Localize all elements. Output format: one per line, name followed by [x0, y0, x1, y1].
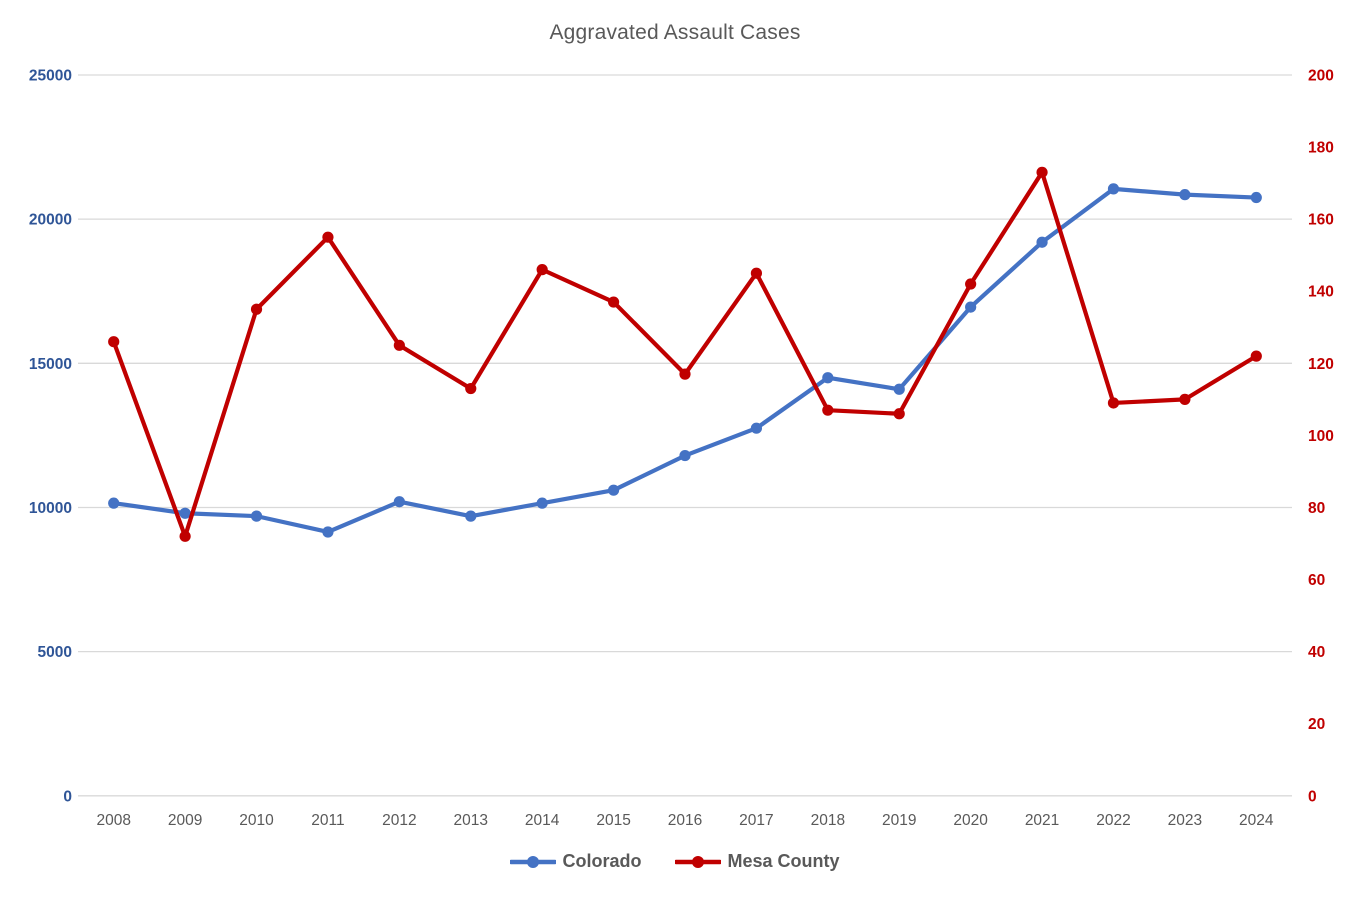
colorado-marker — [108, 497, 120, 509]
mesa-county-marker — [679, 368, 691, 380]
x-axis-tick-label: 2017 — [739, 812, 773, 829]
left-axis-tick-label: 15000 — [29, 356, 72, 373]
mesa-county-marker — [393, 339, 405, 351]
right-axis-tick-label: 80 — [1308, 500, 1325, 517]
legend-label-colorado: Colorado — [562, 851, 642, 871]
colorado-marker — [179, 507, 191, 519]
x-axis-tick-label: 2021 — [1025, 812, 1059, 829]
mesa-county-marker — [750, 267, 763, 279]
right-axis-tick-label: 0 — [1308, 788, 1317, 805]
chart-title: Aggravated Assault Cases — [549, 21, 801, 44]
mesa-county-marker — [250, 303, 263, 315]
mesa-county-marker — [965, 278, 977, 290]
x-axis-tick-label: 2011 — [311, 812, 344, 829]
colorado-marker — [750, 422, 763, 434]
colorado-marker — [465, 510, 477, 522]
legend: Colorado Mesa County — [0, 851, 1350, 872]
x-axis-tick-label: 2016 — [668, 812, 702, 829]
colorado-marker — [1179, 189, 1191, 201]
colorado-marker — [322, 526, 334, 538]
x-axis-tick-label: 2010 — [239, 812, 274, 829]
mesa-county-marker — [465, 382, 477, 395]
right-axis-tick-label: 60 — [1308, 572, 1325, 589]
colorado-marker — [822, 372, 834, 384]
x-axis-tick-label: 2022 — [1096, 812, 1130, 829]
x-axis-tick-label: 2014 — [525, 812, 560, 829]
mesa-county-marker — [1107, 397, 1120, 409]
x-axis-tick-label: 2008 — [96, 812, 130, 829]
x-axis-tick-label: 2009 — [168, 812, 202, 829]
mesa-county-marker — [1250, 350, 1262, 362]
right-axis-tick-label: 120 — [1308, 356, 1334, 373]
colorado-legend-marker — [527, 855, 540, 868]
colorado-marker — [607, 484, 620, 496]
mesa-county-marker — [179, 530, 191, 542]
mesa-county-marker — [536, 264, 548, 276]
x-axis-tick-label: 2012 — [382, 812, 416, 829]
colorado-line — [111, 186, 1259, 535]
left-axis-tick-label: 0 — [63, 788, 72, 805]
colorado-legend-swatch — [510, 855, 557, 868]
mesa-county-marker — [893, 408, 905, 420]
x-axis-tick-label: 2023 — [1168, 812, 1202, 829]
x-axis-tick-label: 2020 — [953, 812, 988, 829]
colorado-marker — [1250, 191, 1262, 204]
left-axis-tick-label: 5000 — [38, 644, 72, 661]
colorado-marker — [393, 496, 405, 508]
mesa-county-marker — [822, 404, 834, 416]
mesa-county-marker — [322, 231, 334, 243]
colorado-marker — [250, 510, 263, 522]
colorado-marker — [893, 383, 905, 395]
right-axis-tick-label: 20 — [1308, 716, 1325, 733]
mesa-county-legend-marker — [692, 855, 705, 868]
left-axis-tick-label: 20000 — [29, 212, 72, 229]
right-axis-tick-label: 180 — [1308, 140, 1334, 157]
colorado-marker — [536, 497, 548, 509]
x-axis-tick-label: 2024 — [1239, 812, 1274, 829]
mesa-county-marker — [607, 296, 620, 308]
mesa-county-marker — [1036, 166, 1048, 178]
x-axis-tick-label: 2018 — [811, 812, 845, 829]
colorado-marker — [1036, 236, 1048, 248]
left-axis-tick-label: 10000 — [29, 500, 72, 517]
legend-item-colorado: Colorado — [510, 851, 641, 872]
left-axis-tick-label: 25000 — [29, 68, 72, 85]
right-axis-tick-label: 140 — [1308, 284, 1334, 301]
legend-item-mesa-county: Mesa County — [675, 851, 840, 872]
mesa-county-marker — [108, 336, 120, 348]
mesa-county-marker — [1179, 393, 1191, 405]
right-axis-tick-label: 100 — [1308, 428, 1334, 445]
colorado-marker — [965, 301, 977, 313]
x-axis-tick-label: 2019 — [882, 812, 916, 829]
colorado-marker — [1107, 183, 1120, 195]
x-axis-tick-label: 2015 — [596, 812, 630, 829]
right-axis-tick-label: 160 — [1308, 212, 1334, 229]
x-axis-tick-label: 2013 — [454, 812, 488, 829]
right-axis-tick-label: 200 — [1308, 68, 1334, 85]
mesa-county-legend-swatch — [675, 855, 722, 868]
legend-label-mesa-county: Mesa County — [727, 851, 840, 871]
mesa-county-line — [111, 170, 1259, 539]
colorado-marker — [679, 449, 691, 462]
right-axis-tick-label: 40 — [1308, 644, 1325, 661]
